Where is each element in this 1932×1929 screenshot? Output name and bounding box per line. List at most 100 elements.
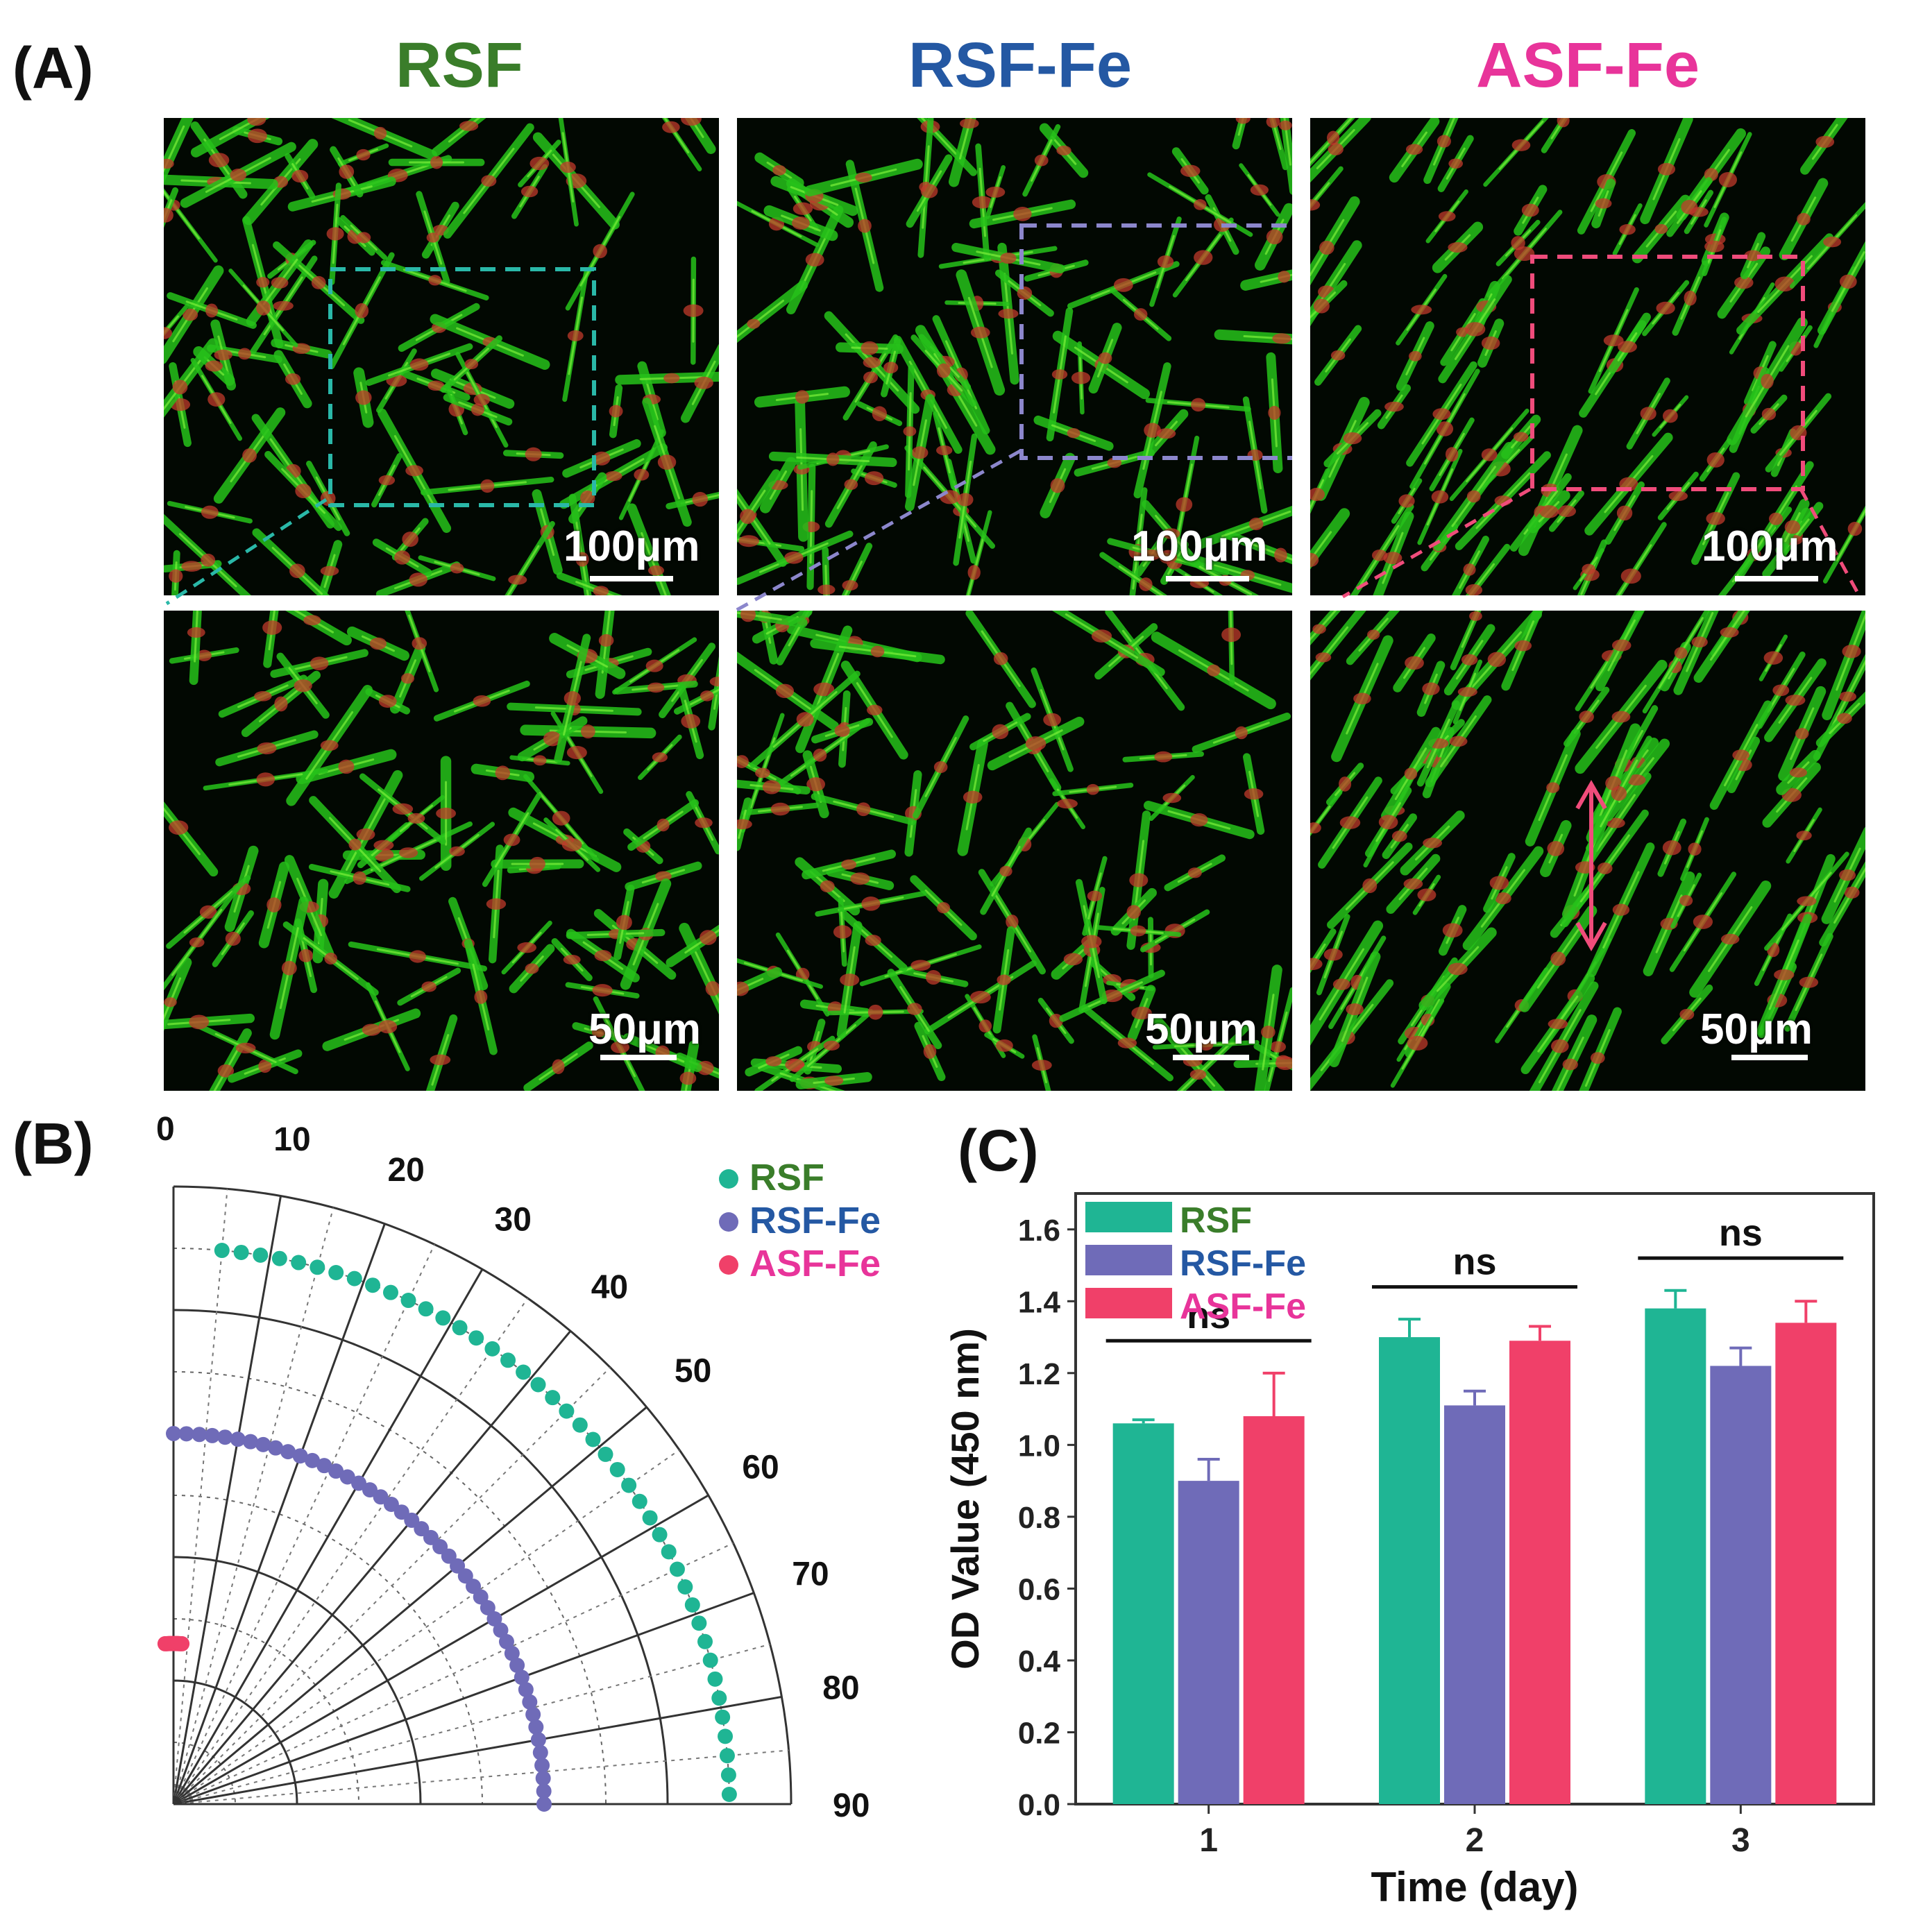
y-tick-label: 1.4 [1018,1285,1061,1319]
polar-point [573,1418,588,1433]
bar-asf-fe-day-2 [1509,1327,1570,1804]
legend-swatch [1085,1245,1172,1275]
legend-label: RSF [1180,1200,1252,1241]
legend-label: RSF [749,1157,824,1198]
polar-point [528,1719,543,1735]
polar-point [598,1447,613,1462]
scale-bar-rsf-top [590,576,673,581]
polar-grid [173,1187,791,1804]
x-tick-label: 2 [1466,1822,1484,1859]
y-tick-label: 0.6 [1018,1572,1060,1606]
polar-radial-line [173,1207,333,1804]
polar-point [253,1248,268,1263]
polar-point [230,1431,246,1447]
polar-point [217,1429,232,1445]
bar [1113,1423,1174,1804]
polar-point [500,1352,516,1368]
bar-rsf-day-2 [1379,1319,1440,1804]
panel-a-label: (A) [12,35,94,102]
polar-angle-tick-label: 70 [792,1556,829,1593]
y-tick-label: 1.2 [1018,1357,1060,1391]
polar-point [652,1527,668,1543]
legend-label: ASF-Fe [1180,1286,1306,1327]
polar-series-asf-fe [158,1636,189,1651]
polar-point [621,1478,636,1493]
polar-point [718,1728,733,1744]
scale-label-rsf-fe-top: 100μm [1131,522,1268,571]
legend-label: ASF-Fe [749,1243,881,1284]
y-tick-label: 0.0 [1018,1788,1060,1822]
significance-label: ns [1719,1212,1763,1254]
legend-swatch [1085,1288,1172,1318]
scale-bar-asf-fe-top [1735,576,1818,581]
column-title-rsf-fe: RSF-Fe [743,29,1298,102]
polar-point [533,1745,548,1760]
polar-point [677,1579,693,1595]
scale-label-asf-fe-top: 100μm [1702,522,1838,571]
y-axis-label: OD Value (450 nm) [943,1328,987,1669]
polar-point [531,1377,546,1392]
polar-angle-tick-label: 60 [742,1450,779,1486]
polar-point [531,1732,546,1747]
bar [1244,1416,1305,1804]
bar [1775,1323,1836,1804]
polar-point [365,1277,380,1293]
bar [1645,1309,1706,1804]
bar-rsf-day-1 [1113,1420,1174,1804]
bar-rsf-fe-day-3 [1710,1348,1771,1804]
polar-angle-tick-label: 0 [156,1111,175,1148]
polar-point [272,1251,287,1266]
polar-radial-line [173,1331,570,1804]
y-tick-label: 1.0 [1018,1429,1060,1463]
polar-point [545,1390,560,1405]
x-axis-label: Time (day) [1371,1864,1579,1910]
x-tick-label: 1 [1199,1822,1218,1859]
y-tick-label: 1.6 [1018,1214,1060,1248]
polar-point [328,1265,344,1280]
polar-point [711,1690,727,1706]
polar-point [243,1434,258,1450]
polar-point [697,1634,713,1649]
polar-angle-tick-label: 40 [591,1269,628,1306]
scale-bar-rsf-bottom [600,1055,677,1060]
legend-label: RSF-Fe [749,1200,881,1241]
polar-point [291,1255,306,1271]
legend-swatch [1085,1202,1172,1232]
polar-angle-tick-label: 80 [822,1670,859,1707]
polar-point [310,1259,325,1275]
polar-point [610,1462,625,1477]
polar-point [632,1494,647,1509]
polar-angle-tick-label: 50 [675,1352,711,1389]
polar-point [703,1653,718,1668]
polar-angle-tick-label: 30 [495,1202,532,1239]
polar-point [234,1245,249,1260]
polar-point [468,1330,484,1345]
bar-asf-fe-day-1 [1244,1373,1305,1804]
scale-label-asf-fe-bottom: 50μm [1700,1005,1813,1054]
polar-angle-tick-label: 90 [833,1787,870,1824]
x-tick-label: 3 [1731,1822,1750,1859]
polar-point [721,1767,736,1783]
polar-point [347,1271,362,1286]
bar-asf-fe-day-3 [1775,1301,1836,1804]
polar-point [720,1748,735,1763]
polar-radial-line [173,1407,647,1804]
polar-point [661,1544,677,1559]
polar-point [715,1710,730,1725]
bar [1379,1337,1440,1804]
polar-point [643,1510,658,1525]
bar [1444,1405,1505,1804]
polar-point [435,1310,450,1325]
polar-point [401,1293,416,1308]
polar-point [525,1707,541,1722]
legend-marker [719,1212,738,1232]
polar-point [484,1341,500,1357]
scale-label-rsf-top: 100μm [564,522,700,571]
bar-rsf-fe-day-1 [1178,1459,1239,1804]
polar-point [214,1243,230,1258]
polar-point [586,1431,601,1447]
bar [1178,1481,1239,1804]
polar-point [174,1636,189,1651]
